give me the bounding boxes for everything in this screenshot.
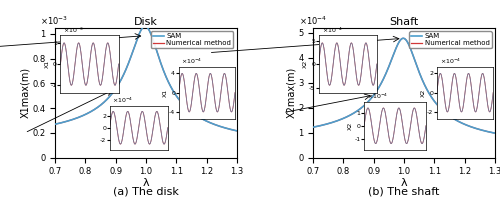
SAM — [52, 123, 58, 125]
SAM — [492, 132, 498, 134]
SAM — [421, 82, 427, 84]
X-axis label: λ: λ — [401, 178, 407, 188]
Numerical method — [492, 132, 498, 134]
SAM — [310, 126, 316, 128]
SAM — [467, 125, 473, 128]
Numerical method — [234, 130, 240, 132]
Numerical method — [162, 74, 168, 77]
Text: $\times10^{-3}$: $\times10^{-3}$ — [40, 15, 68, 27]
Text: $\times10^{-4}$: $\times10^{-4}$ — [298, 15, 326, 27]
Legend: SAM, Numerical method: SAM, Numerical method — [410, 31, 492, 48]
Line: SAM: SAM — [313, 38, 495, 133]
SAM — [322, 123, 328, 126]
SAM — [190, 112, 196, 115]
Numerical method — [467, 125, 473, 128]
Numerical method — [190, 112, 196, 115]
SAM — [416, 71, 422, 73]
Numerical method — [52, 123, 58, 125]
SAM — [426, 92, 432, 95]
Text: (a) The disk: (a) The disk — [113, 186, 179, 196]
SAM — [63, 120, 69, 123]
Text: (b) The shaft: (b) The shaft — [368, 186, 440, 196]
Numerical method — [400, 37, 406, 40]
Y-axis label: X2max(m): X2max(m) — [286, 67, 296, 118]
SAM — [168, 86, 174, 88]
Numerical method — [322, 123, 328, 126]
Line: Numerical method: Numerical method — [313, 38, 495, 133]
Numerical method — [209, 122, 215, 125]
Numerical method — [416, 71, 422, 73]
Numerical method — [63, 120, 69, 123]
Title: Disk: Disk — [134, 17, 158, 27]
Numerical method — [448, 116, 454, 118]
Numerical method — [421, 82, 427, 84]
Title: Shaft: Shaft — [390, 17, 418, 27]
Numerical method — [426, 92, 432, 95]
Y-axis label: X1max(m): X1max(m) — [20, 67, 30, 118]
Numerical method — [310, 126, 316, 128]
X-axis label: λ: λ — [142, 178, 149, 188]
SAM — [448, 116, 454, 118]
Numerical method — [168, 86, 174, 88]
SAM — [162, 74, 168, 77]
SAM — [400, 37, 406, 40]
Line: Numerical method: Numerical method — [55, 26, 237, 131]
SAM — [142, 25, 148, 27]
SAM — [158, 62, 164, 65]
SAM — [234, 130, 240, 132]
Numerical method — [142, 25, 148, 27]
Line: SAM: SAM — [55, 26, 237, 131]
SAM — [209, 122, 215, 125]
Numerical method — [158, 62, 164, 65]
Legend: SAM, Numerical method: SAM, Numerical method — [151, 31, 234, 48]
